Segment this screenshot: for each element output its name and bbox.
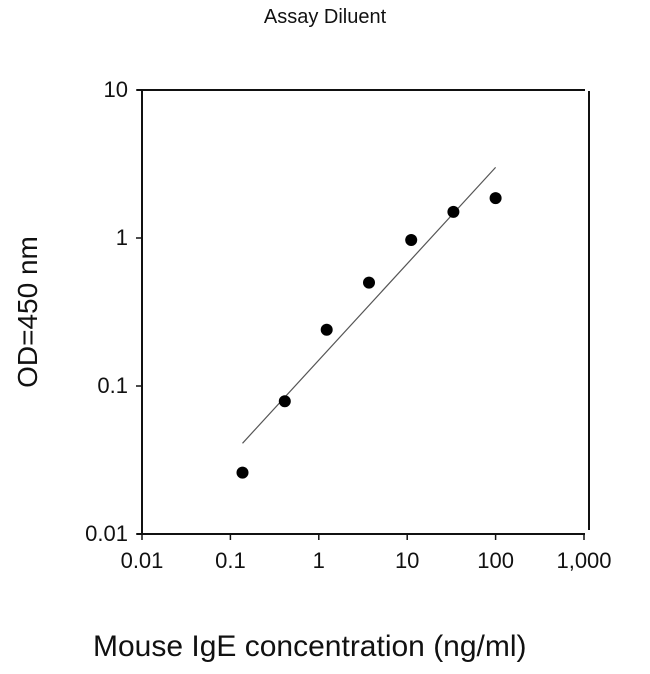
chart-title: Assay Diluent <box>263 6 387 28</box>
data-point-marker <box>405 234 418 246</box>
x-tick-label: 1,000 <box>556 548 612 573</box>
y-tick-label: 0.1 <box>97 373 128 398</box>
data-point-marker <box>320 323 333 336</box>
y-axis-ticks <box>136 89 142 535</box>
x-tick-label: 100 <box>477 548 514 573</box>
data-point-marker <box>236 466 249 479</box>
data-point-marker <box>447 205 460 218</box>
y-tick-label: 0.01 <box>85 521 128 546</box>
x-axis-label: Mouse IgE concentration (ng/ml) <box>93 630 527 663</box>
data-point-marker <box>363 276 375 289</box>
plot-frame <box>137 89 590 535</box>
y-axis-label: OD=450 nm <box>12 236 43 388</box>
x-tick-label: 0.01 <box>120 548 164 573</box>
x-tick-label: 0.1 <box>215 548 246 573</box>
x-axis-ticks <box>141 534 585 540</box>
y-tick-label: 1 <box>115 225 128 250</box>
x-tick-label: 1 <box>312 548 325 573</box>
data-points <box>236 192 502 479</box>
data-point-marker <box>489 192 502 205</box>
y-tick-label: 10 <box>103 77 128 102</box>
x-tick-label: 10 <box>394 548 420 573</box>
data-point-marker <box>278 395 291 408</box>
